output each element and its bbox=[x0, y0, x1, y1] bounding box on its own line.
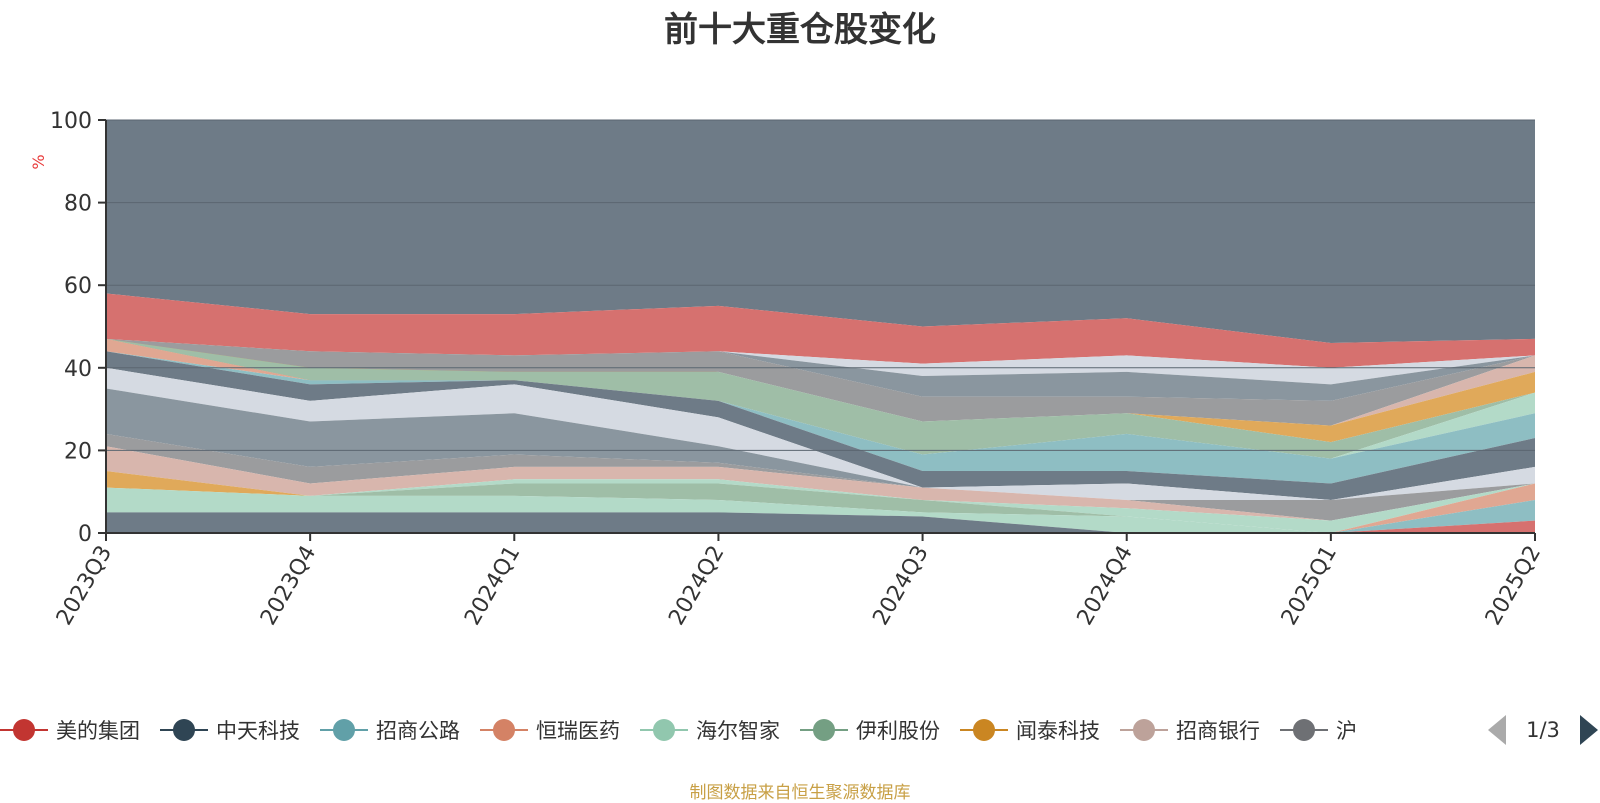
y-tick-label: 100 bbox=[50, 109, 92, 134]
y-tick-label: 60 bbox=[64, 274, 92, 299]
legend-label: 伊利股份 bbox=[856, 719, 940, 743]
legend-item[interactable]: 沪 bbox=[1280, 715, 1357, 745]
area-layer bbox=[106, 338, 1535, 459]
prev-page-icon[interactable] bbox=[1488, 715, 1506, 745]
y-tick-label: 20 bbox=[64, 439, 92, 464]
area-layer bbox=[106, 338, 1535, 443]
legend-label: 海尔智家 bbox=[696, 719, 780, 743]
area-layer bbox=[106, 388, 1535, 500]
legend-marker-icon bbox=[800, 718, 848, 742]
legend-label: 招商银行 bbox=[1176, 719, 1260, 743]
legend-item[interactable]: 闻泰科技 bbox=[960, 715, 1100, 745]
x-tick-label: 2024Q4 bbox=[1073, 542, 1138, 630]
chart-title: 前十大重仓股变化 bbox=[664, 10, 936, 50]
legend-marker-icon bbox=[1280, 718, 1328, 742]
legend-label: 恒瑞医药 bbox=[536, 719, 620, 743]
area-layer bbox=[106, 120, 1535, 344]
area-layer bbox=[106, 483, 1535, 533]
legend-label: 中天科技 bbox=[216, 719, 300, 743]
legend-marker-icon bbox=[1120, 718, 1168, 742]
x-tick-label: 2023Q4 bbox=[256, 542, 321, 630]
legend: 美的集团 中天科技 招商公路 恒瑞医药 海尔智家 伊利股份 闻泰科技 招商银行 沪 bbox=[0, 712, 1490, 748]
footer-source: 制图数据来自恒生聚源数据库 bbox=[689, 783, 911, 803]
x-tick-label: 2025Q1 bbox=[1277, 542, 1342, 630]
legend-label: 闻泰科技 bbox=[1016, 719, 1100, 743]
page-indicator: 1/3 bbox=[1526, 718, 1560, 742]
legend-marker-icon bbox=[640, 718, 688, 742]
area-layer bbox=[106, 367, 1535, 500]
area-layer bbox=[106, 338, 1535, 426]
x-tick-label: 2024Q1 bbox=[460, 542, 525, 630]
area-layer bbox=[106, 338, 1535, 385]
area-layer bbox=[106, 433, 1535, 521]
legend-pager: 1/3 bbox=[1482, 708, 1600, 752]
legend-marker-icon bbox=[160, 718, 208, 742]
legend-item[interactable]: 美的集团 bbox=[0, 715, 140, 745]
area-layer bbox=[106, 351, 1535, 500]
area-layer bbox=[106, 483, 1535, 533]
legend-marker-icon bbox=[480, 718, 528, 742]
legend-item[interactable]: 招商公路 bbox=[320, 715, 460, 745]
legend-item[interactable]: 伊利股份 bbox=[800, 715, 940, 745]
y-axis-label: % bbox=[29, 154, 48, 169]
grid-lines bbox=[106, 119, 1535, 451]
area-layer bbox=[106, 446, 1535, 521]
legend-marker-icon bbox=[0, 718, 48, 742]
legend-item[interactable]: 招商银行 bbox=[1120, 715, 1260, 745]
stacked-area-chart: 0 20 40 60 80 100 2023Q3 2023Q4 2024Q1 2024Q2 2024… bbox=[29, 109, 1546, 630]
legend-label: 沪 bbox=[1336, 719, 1357, 743]
x-tick-label: 2025Q2 bbox=[1481, 542, 1546, 630]
legend-label: 美的集团 bbox=[56, 719, 140, 743]
area-layer bbox=[106, 520, 1535, 533]
y-tick-label: 40 bbox=[64, 357, 92, 382]
next-page-icon[interactable] bbox=[1579, 715, 1598, 745]
area-layer bbox=[106, 512, 1535, 533]
y-tick-label: 80 bbox=[64, 192, 92, 217]
legend-item[interactable]: 海尔智家 bbox=[640, 715, 780, 745]
x-tick-label: 2023Q3 bbox=[52, 542, 117, 630]
area-layer bbox=[106, 479, 1535, 533]
legend-marker-icon bbox=[320, 718, 368, 742]
legend-item[interactable]: 中天科技 bbox=[160, 715, 300, 745]
area-layers bbox=[106, 120, 1535, 533]
y-tick-label: 0 bbox=[78, 522, 92, 547]
area-layer bbox=[106, 293, 1535, 368]
legend-marker-icon bbox=[960, 718, 1008, 742]
legend-item[interactable]: 恒瑞医药 bbox=[480, 715, 620, 745]
x-tick-label: 2024Q2 bbox=[664, 542, 729, 630]
legend-label: 招商公路 bbox=[376, 719, 460, 743]
x-tick-label: 2024Q3 bbox=[868, 542, 933, 630]
